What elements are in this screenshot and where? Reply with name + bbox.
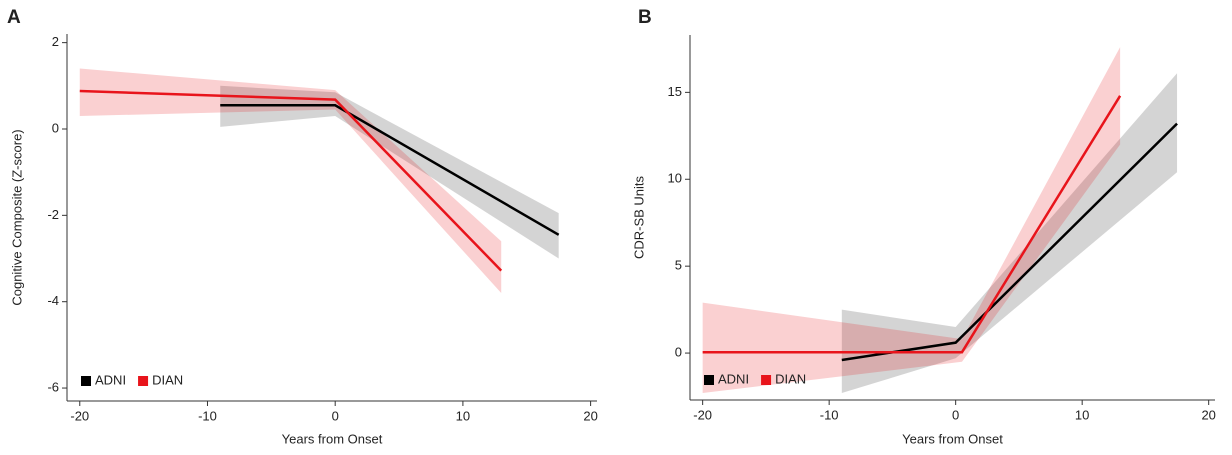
y-axis-label: Cognitive Composite (Z-score)	[9, 129, 24, 305]
fit-line	[702, 95, 1122, 354]
y-tick-label: 10	[668, 171, 682, 186]
fit-line	[841, 122, 1178, 362]
legend-swatch	[761, 375, 772, 385]
legend-label: ADNI	[718, 371, 749, 386]
x-tick-label: 0	[952, 407, 959, 422]
y-axis-label: CDR-SB Units	[631, 175, 646, 259]
y-tick-label: 15	[668, 84, 682, 99]
x-tick-label: 10	[1075, 407, 1089, 422]
legend-swatch	[81, 376, 91, 386]
fit-line	[220, 103, 560, 236]
legend-label: DIAN	[775, 371, 806, 386]
panel-label: B	[638, 7, 652, 28]
x-tick-label: -20	[70, 408, 89, 423]
x-tick-label: 20	[1201, 407, 1215, 422]
x-tick-label: 0	[332, 408, 339, 423]
x-tick-label: -20	[693, 407, 712, 422]
x-tick-label: 20	[583, 408, 597, 423]
confidence-band	[702, 47, 1121, 394]
confidence-band	[841, 73, 1178, 394]
confidence-band	[220, 85, 559, 259]
y-tick-label: -6	[47, 379, 59, 394]
y-tick-label: 0	[52, 120, 59, 135]
x-axis-label: Years from Onset	[282, 431, 383, 446]
y-tick-label: -4	[47, 293, 59, 308]
x-tick-label: -10	[820, 407, 839, 422]
y-tick-label: 0	[675, 345, 682, 360]
confidence-band	[79, 68, 502, 294]
y-tick-label: 5	[675, 258, 682, 273]
legend-label: DIAN	[152, 372, 183, 387]
x-tick-label: 10	[456, 408, 470, 423]
legend-swatch	[704, 375, 714, 385]
x-tick-label: -10	[198, 408, 217, 423]
fit-line	[79, 89, 503, 272]
legend-swatch	[138, 376, 149, 386]
x-axis-label: Years from Onset	[902, 431, 1003, 446]
legend-label: ADNI	[95, 372, 126, 387]
panel-label: A	[7, 7, 21, 28]
y-tick-label: 2	[52, 34, 59, 49]
y-tick-label: -2	[47, 207, 59, 222]
